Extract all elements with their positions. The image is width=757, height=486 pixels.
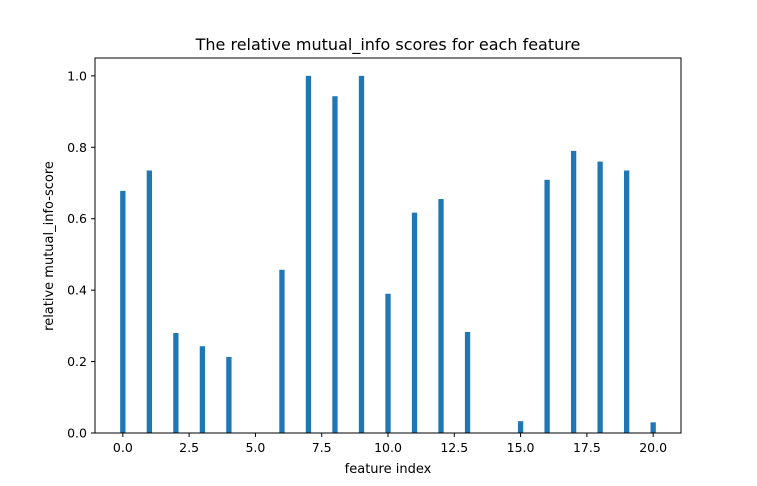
bar-feature-18 (597, 161, 603, 434)
y-tick-label: 0.0 (67, 426, 87, 441)
bar-feature-9 (358, 75, 365, 433)
bars-group (120, 75, 656, 434)
y-tick-label: 1.0 (67, 68, 87, 83)
bar-feature-12 (438, 199, 444, 433)
x-tick-label: 0.0 (113, 440, 133, 455)
bar-feature-13 (464, 331, 471, 433)
x-tick-label: 5.0 (245, 440, 265, 455)
bar-feature-3 (199, 346, 206, 433)
chart-title: The relative mutual_info scores for each… (195, 35, 581, 55)
bar-feature-1 (146, 170, 153, 433)
x-axis-ticks: 0.0 2.5 5.0 7.5 10.0 12.5 15.0 17.5 20.0 (113, 433, 667, 455)
x-tick-label: 10.0 (374, 440, 402, 455)
x-tick-label: 20.0 (639, 440, 667, 455)
bar-feature-16 (544, 179, 550, 433)
x-tick-label: 7.5 (312, 440, 332, 455)
bar-feature-6 (279, 269, 285, 433)
bar-feature-10 (385, 293, 391, 433)
y-tick-label: 0.2 (67, 354, 87, 369)
y-tick-label: 0.4 (67, 283, 87, 298)
bar-feature-2 (173, 333, 179, 433)
y-axis-label: relative mutual_info-score (42, 161, 57, 331)
x-tick-label: 17.5 (573, 440, 601, 455)
bar-feature-8 (332, 96, 338, 433)
bar-feature-0 (120, 190, 126, 433)
bar-feature-15 (517, 421, 524, 433)
y-tick-label: 0.8 (67, 140, 87, 155)
x-axis-label: feature index (345, 462, 432, 477)
bar-feature-4 (226, 356, 232, 433)
bar-feature-7 (305, 75, 312, 433)
y-axis-ticks: 0.0 0.2 0.4 0.6 0.8 1.0 (67, 68, 95, 441)
x-tick-label: 15.0 (507, 440, 535, 455)
bar-feature-19 (623, 170, 630, 433)
y-tick-label: 0.6 (67, 211, 87, 226)
x-tick-label: 12.5 (440, 440, 468, 455)
bar-feature-17 (570, 150, 577, 433)
bar-feature-11 (411, 212, 418, 433)
x-tick-label: 2.5 (179, 440, 199, 455)
plot-area-frame (94, 57, 682, 434)
bar-feature-20 (650, 422, 656, 433)
